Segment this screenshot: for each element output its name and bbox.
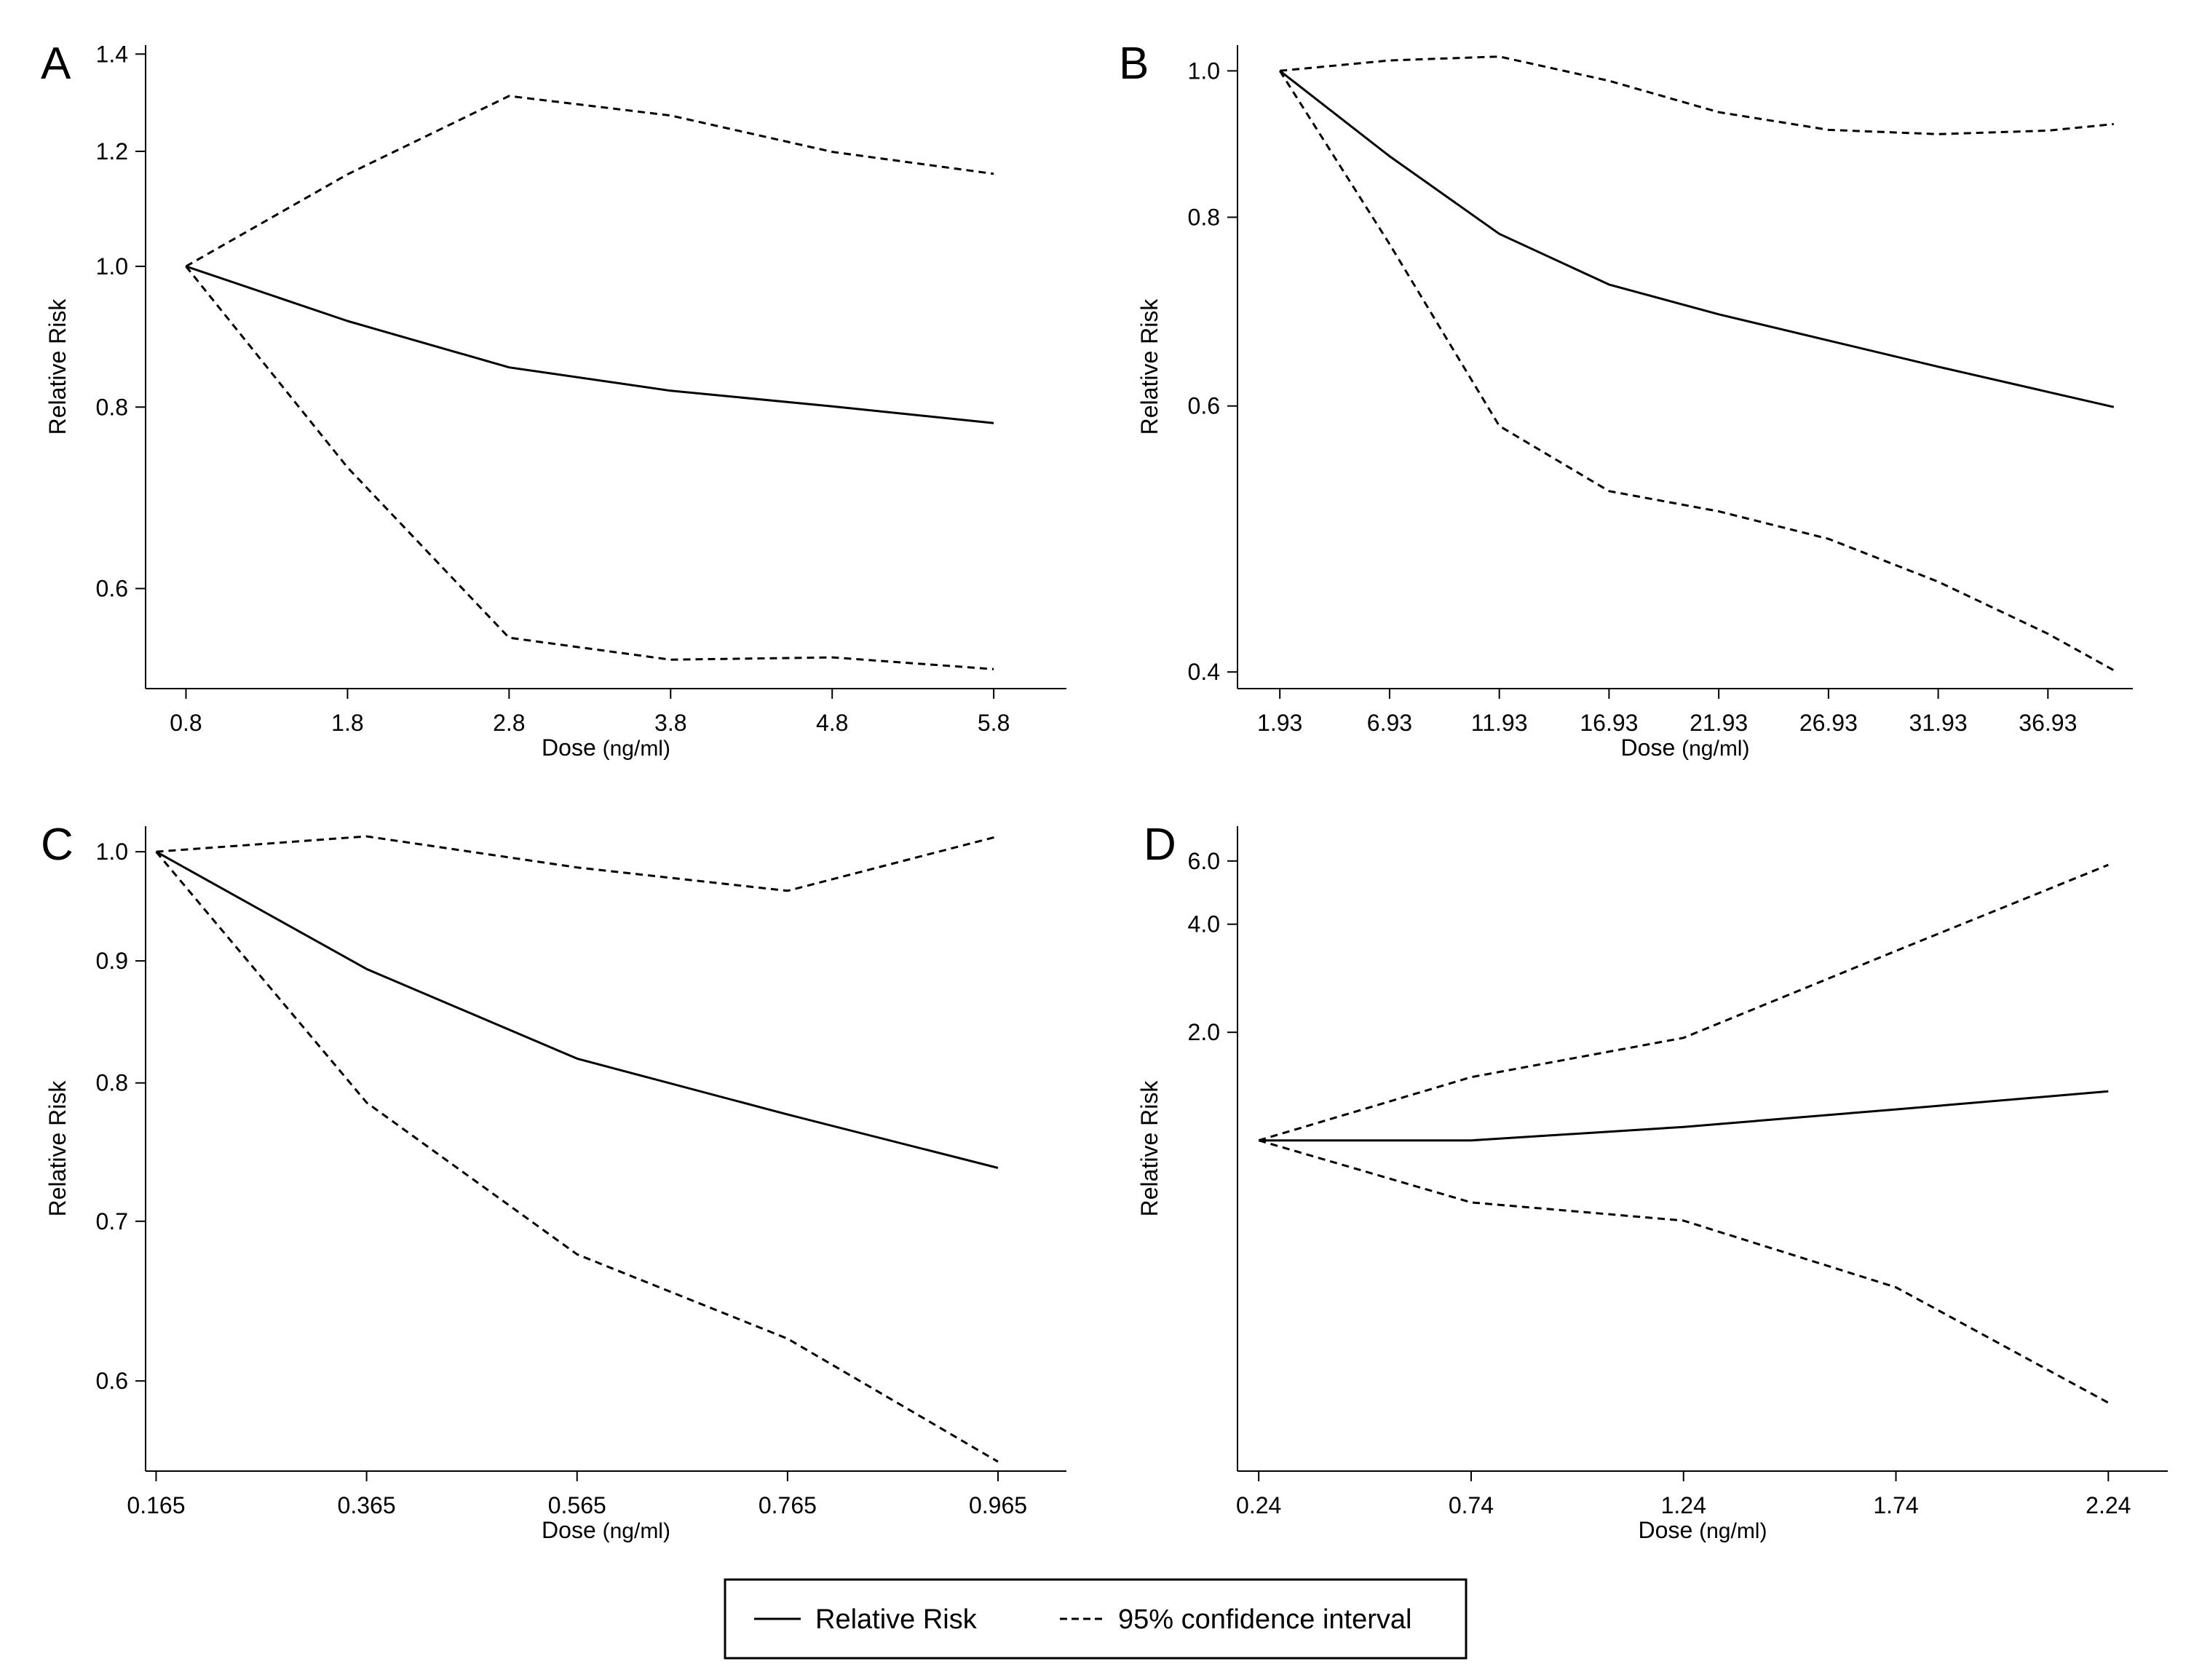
x-tick-label-c: 0.965 bbox=[969, 1492, 1027, 1518]
y-tick-label-b: 1.0 bbox=[1188, 58, 1220, 84]
legend-label-relative-risk: Relative Risk bbox=[815, 1604, 978, 1635]
legend: Relative Risk 95% confidence interval bbox=[724, 1578, 1468, 1660]
x-tick-label-b: 36.93 bbox=[2019, 710, 2077, 736]
x-axis-unit-b: (ng/ml) bbox=[1682, 737, 1749, 761]
y-tick-label-a: 1.2 bbox=[96, 138, 128, 165]
y-tick-label-d: 6.0 bbox=[1188, 848, 1220, 874]
relative-risk-line-c-0 bbox=[155, 850, 999, 1169]
ci-line-c-1 bbox=[156, 835, 999, 892]
x-tick-label-b: 26.93 bbox=[1799, 710, 1858, 736]
x-tick-label-a: 1.8 bbox=[331, 710, 363, 736]
x-axis-title-a: Dose (ng/ml) bbox=[542, 734, 670, 761]
x-tick-label-b: 31.93 bbox=[1909, 710, 1968, 736]
x-tick-label-d: 0.24 bbox=[1236, 1492, 1281, 1518]
panel-label-d: D bbox=[1144, 820, 1176, 870]
x-axis-label-d: Dose bbox=[1639, 1517, 1700, 1543]
ci-line-b-1 bbox=[1280, 55, 2114, 135]
x-tick-label-a: 5.8 bbox=[978, 710, 1010, 736]
y-tick-label-a: 1.0 bbox=[96, 253, 128, 280]
ci-line-c-2 bbox=[155, 851, 999, 1463]
x-axis-unit-a: (ng/ml) bbox=[603, 737, 670, 761]
x-axis-label-b: Dose bbox=[1621, 734, 1682, 761]
x-axis-title-b: Dose (ng/ml) bbox=[1621, 734, 1750, 761]
chart-panel-b: B 1.93 6.93 11.93 16.93 21.93 26.93 31.93 36.93 0… bbox=[1119, 39, 2133, 761]
chart-panel-a: A 0.8 1.8 2.8 3.8 4.8 5.8 0.6 0.8 1.0 1.2 1.4 Dose (… bbox=[41, 39, 1066, 761]
x-tick-label-d: 1.74 bbox=[1873, 1492, 1918, 1518]
x-tick-label-b: 16.93 bbox=[1580, 710, 1638, 736]
y-axis-title-b: Relative Risk bbox=[1136, 298, 1163, 435]
x-axis-title-d: Dose (ng/ml) bbox=[1639, 1517, 1767, 1543]
x-tick-label-c: 0.165 bbox=[127, 1492, 185, 1518]
y-tick-label-b: 0.6 bbox=[1188, 393, 1220, 419]
x-tick-label-d: 1.24 bbox=[1661, 1492, 1706, 1518]
y-tick-label-b: 0.8 bbox=[1188, 204, 1220, 230]
y-tick-label-c: 0.8 bbox=[96, 1070, 128, 1096]
x-tick-label-b: 1.93 bbox=[1257, 710, 1302, 736]
panels: A 0.8 1.8 2.8 3.8 4.8 5.8 0.6 0.8 1.0 1.2 1.4 Dose (… bbox=[41, 39, 2168, 1543]
ci-line-a-2 bbox=[185, 265, 994, 670]
x-tick-label-b: 11.93 bbox=[1471, 710, 1528, 736]
x-tick-label-c: 0.765 bbox=[759, 1492, 817, 1518]
y-tick-label-c: 0.7 bbox=[96, 1208, 128, 1235]
y-tick-label-c: 1.0 bbox=[96, 839, 128, 865]
x-axis-label-c: Dose bbox=[542, 1517, 603, 1543]
panel-label-a: A bbox=[41, 39, 71, 89]
chart-panel-c: C 0.165 0.365 0.565 0.765 0.965 0.6 0.7 0.8 0.9 1.… bbox=[41, 820, 1066, 1543]
ci-line-d-1 bbox=[1258, 863, 2109, 1142]
x-tick-label-c: 0.365 bbox=[338, 1492, 396, 1518]
x-axis-unit-c: (ng/ml) bbox=[603, 1519, 670, 1543]
x-tick-label-a: 2.8 bbox=[493, 710, 525, 736]
y-axis-title-d: Relative Risk bbox=[1136, 1080, 1163, 1217]
relative-risk-line-b-0 bbox=[1279, 70, 2115, 408]
panel-label-c: C bbox=[41, 820, 74, 870]
y-tick-label-a: 1.4 bbox=[96, 41, 128, 67]
relative-risk-line-a-0 bbox=[186, 265, 994, 424]
x-axis-title-c: Dose (ng/ml) bbox=[542, 1517, 670, 1543]
y-tick-label-d: 4.0 bbox=[1188, 911, 1220, 938]
x-axis-label-a: Dose bbox=[542, 734, 603, 761]
legend-label-confidence-interval: 95% confidence interval bbox=[1118, 1604, 1411, 1635]
x-tick-label-d: 2.24 bbox=[2086, 1492, 2131, 1518]
y-tick-label-c: 0.9 bbox=[96, 948, 128, 974]
ci-line-a-1 bbox=[185, 95, 994, 268]
x-tick-label-a: 4.8 bbox=[816, 710, 848, 736]
x-tick-label-c: 0.565 bbox=[548, 1492, 606, 1518]
y-tick-label-a: 0.6 bbox=[96, 576, 128, 602]
x-tick-label-a: 0.8 bbox=[170, 710, 202, 736]
y-tick-label-a: 0.8 bbox=[96, 394, 128, 420]
relative-risk-line-d-0 bbox=[1259, 1090, 2109, 1142]
panel-label-b: B bbox=[1119, 39, 1149, 89]
x-tick-label-b: 21.93 bbox=[1690, 710, 1748, 736]
x-tick-label-d: 0.74 bbox=[1449, 1492, 1494, 1518]
chart-panel-d: D 0.24 0.74 1.24 1.74 2.24 2.0 4.0 6.0 Dose (ng/m… bbox=[1136, 820, 2168, 1543]
y-axis-title-c: Relative Risk bbox=[44, 1080, 71, 1217]
ci-line-b-2 bbox=[1278, 70, 2115, 672]
y-tick-label-b: 0.4 bbox=[1188, 659, 1220, 685]
x-axis-unit-d: (ng/ml) bbox=[1699, 1519, 1767, 1543]
y-tick-label-c: 0.6 bbox=[96, 1368, 128, 1394]
ci-line-d-2 bbox=[1258, 1139, 2110, 1404]
y-axis-title-a: Relative Risk bbox=[44, 298, 71, 435]
x-tick-label-a: 3.8 bbox=[654, 710, 686, 736]
x-tick-label-b: 6.93 bbox=[1367, 710, 1412, 736]
y-tick-label-d: 2.0 bbox=[1188, 1019, 1220, 1045]
